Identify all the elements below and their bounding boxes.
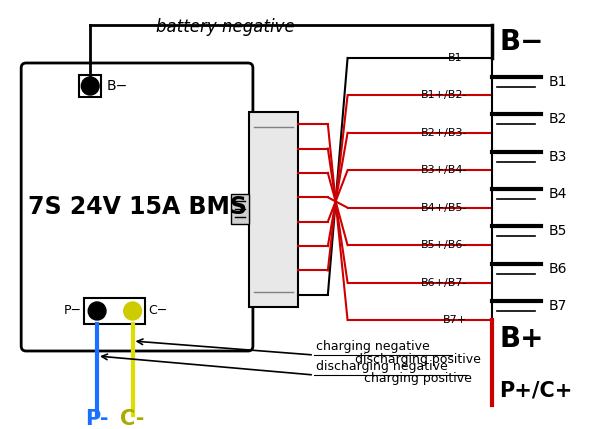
Text: discharging negative: discharging negative — [316, 360, 448, 373]
Text: B−: B− — [499, 28, 544, 56]
Text: P−: P− — [64, 305, 82, 317]
Bar — [231, 194, 249, 224]
Text: C-: C- — [121, 409, 145, 429]
Text: C−: C− — [148, 305, 167, 317]
Text: B1+/B2-: B1+/B2- — [421, 91, 467, 100]
Circle shape — [88, 302, 106, 320]
Text: B5+/B6-: B5+/B6- — [421, 240, 467, 250]
Text: P+/C+: P+/C+ — [499, 380, 573, 400]
Text: B−: B− — [107, 79, 128, 93]
Text: B4+/B5-: B4+/B5- — [421, 203, 467, 213]
Text: B+: B+ — [499, 325, 544, 353]
Text: B2: B2 — [549, 112, 567, 126]
Text: P-: P- — [85, 409, 109, 429]
Text: B6+/B7-: B6+/B7- — [421, 278, 467, 287]
Text: B5: B5 — [549, 224, 567, 239]
Text: charging negative: charging negative — [316, 340, 430, 353]
Text: B3: B3 — [549, 150, 567, 163]
Text: B1-: B1- — [448, 53, 467, 63]
Text: discharging positive
charging positive: discharging positive charging positive — [355, 353, 481, 385]
Text: B7: B7 — [549, 299, 567, 313]
Text: B3+/B4-: B3+/B4- — [421, 165, 467, 175]
Circle shape — [82, 77, 99, 95]
Bar — [84, 298, 145, 324]
Bar — [249, 112, 298, 307]
Text: B2+/B3-: B2+/B3- — [421, 128, 467, 138]
FancyBboxPatch shape — [21, 63, 253, 351]
Text: B7+: B7+ — [443, 315, 467, 325]
Text: battery negative: battery negative — [156, 18, 295, 36]
Text: B1: B1 — [549, 75, 567, 89]
Text: 7S 24V 15A BMS: 7S 24V 15A BMS — [28, 195, 247, 219]
Text: B6: B6 — [549, 262, 567, 276]
Bar — [79, 75, 101, 97]
Circle shape — [124, 302, 142, 320]
Text: B4: B4 — [549, 187, 567, 201]
